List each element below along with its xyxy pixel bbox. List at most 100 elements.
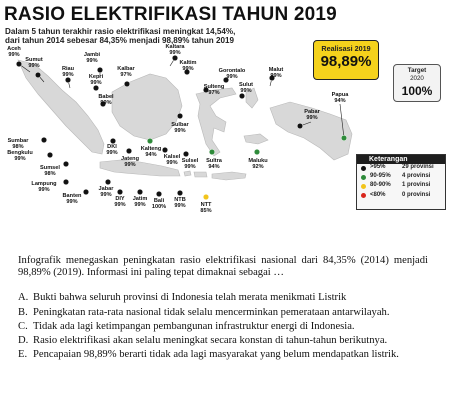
marker-ntt [202,193,210,201]
realisasi-value: 98,89% [320,53,372,70]
option-text: Bukti bahwa seluruh provinsi di Indonesi… [33,292,347,304]
target-value: 100% [401,84,433,98]
infographic-subtitle: Dalam 5 tahun terakhir rasio elektrifika… [5,27,305,45]
indonesia-map: Aceh 99% Sumut 99% Riau 99% Jambi 99% Kepri 9… [7,44,353,214]
marker-malut [268,74,276,82]
marker-gorontalo [222,76,230,84]
option-a[interactable]: A. Bukti bahwa seluruh provinsi di Indon… [18,292,428,304]
legend-dot-black [361,165,366,171]
label-gorontalo: Gorontalo 99% [219,68,246,80]
marker-sumbar [40,136,48,144]
marker-sulsel [182,150,190,158]
option-c[interactable]: C. Tidak ada lagi ketimpangan pembanguna… [18,321,428,333]
marker-aceh [15,60,23,68]
legend-dot-red [361,193,366,199]
label-kepri: Kepri 99% [89,74,104,86]
marker-kepri [92,84,100,92]
marker-kalteng [146,137,154,145]
marker-kaltara [171,54,179,62]
legend-count: 1 provinsi [402,182,431,189]
marker-ntb [176,189,184,197]
marker-kalsel [161,146,169,154]
label-sumut: Sumut 99% [25,57,43,69]
legend-row: >95% 29 provinsi [357,164,445,173]
label-babel: Babel 99% [98,94,114,106]
island-sumatra [17,59,105,155]
legend-title: Keterangan [357,155,445,164]
marker-bengkulu [46,151,54,159]
label-jateng: Jateng 99% [121,156,140,168]
marker-bali [155,190,163,198]
question-text: Infografik menegaskan peningkatan rasio … [18,255,428,279]
marker-babel [99,100,107,108]
marker-banten [82,188,90,196]
option-letter: D. [18,335,29,347]
label-jabar: Jabar 99% [99,186,115,198]
label-papua: Papua 94% [332,92,350,104]
marker-maluku [253,148,261,156]
island-ntb [193,171,208,178]
option-text: Tidak ada lagi ketimpangan pembangunan i… [33,320,355,332]
province-markers [15,54,348,201]
label-sulsel: Sulsel 99% [182,158,199,170]
option-e[interactable]: E. Pencapaian 98,89% berarti tidak ada l… [18,349,428,361]
label-malut: Malut 99% [269,67,284,79]
label-bali: Bali 100% [152,198,166,210]
electrification-infographic: RASIO ELEKTRIFIKASI TAHUN 2019 Dalam 5 t… [4,4,446,214]
answer-options: A. Bukti bahwa seluruh provinsi di Indon… [18,292,428,361]
marker-kalbar [123,80,131,88]
label-sulut: Sulut 99% [239,82,253,94]
label-jatim: Jatim 99% [133,196,148,208]
label-kalbar: Kalbar 97% [117,66,135,78]
option-b[interactable]: B. Peningkatan rata-rata nasional tidak … [18,307,428,319]
island-maluku [243,133,269,145]
legend-range: 80-90% [370,182,391,189]
legend-row: 80-90% 1 provinsi [357,182,445,191]
option-letter: B. [18,306,28,318]
legend-row: <80% 0 provinsi [357,192,445,201]
label-aceh: Aceh 99% [7,46,21,58]
realisasi-callout: Realisasi 2019 98,89% [313,40,379,80]
marker-diy [116,188,124,196]
marker-sumsel [62,160,70,168]
label-banten: Banten 99% [63,193,83,205]
legend-range: <80% [370,191,386,198]
map-land [17,59,353,181]
legend-row: 90-95% 4 provinsi [357,173,445,182]
island-java [99,159,181,177]
option-letter: E. [18,349,28,361]
label-jambi: Jambi 99% [84,52,101,64]
label-kalteng: Kalteng 94% [141,146,162,158]
label-sulteng: Sulteng 97% [204,84,225,96]
infographic-title: RASIO ELEKTRIFIKASI TAHUN 2019 [4,4,337,25]
province-labels: Aceh 99% Sumut 99% Riau 99% Jambi 99% Kepri 9… [7,44,349,214]
marker-dki [109,137,117,145]
island-maluku-north [245,87,259,109]
option-text: Pencapaian 98,89% berarti tidak ada lagi… [33,349,399,361]
realisasi-label: Realisasi 2019 [321,44,371,53]
legend: Keterangan >95% 29 provinsi 90-95% 4 pro… [356,154,446,210]
label-sultra: Sultra 94% [206,158,223,170]
label-pabar: Pabar 99% [304,109,320,121]
label-sulbar: Sulbar 99% [171,122,189,134]
island-kalimantan [111,73,183,141]
marker-jatim [136,188,144,196]
marker-lampung [62,178,70,186]
target-box: Target 2020 100% [393,64,441,102]
label-lampung: Lampung 99% [31,181,57,193]
target-label: Target [407,67,427,74]
legend-range: 90-95% [370,173,391,180]
island-papua [269,101,353,161]
marker-sumut [34,71,42,79]
island-bali [183,170,192,177]
marker-sulteng [202,86,210,94]
marker-jambi [96,66,104,74]
subtitle-line-2: dari tahun 2014 sebesar 84,35% menjadi 9… [5,36,234,45]
label-ntb: NTB 99% [174,197,186,209]
marker-papua [340,134,348,142]
legend-count: 29 provinsi [402,164,434,170]
marker-riau [64,76,72,84]
label-bengkulu: Bengkulu 99% [7,150,33,162]
option-d[interactable]: D. Rasio elektrifikasi akan selalu menin… [18,335,428,347]
island-ntt [211,171,247,181]
